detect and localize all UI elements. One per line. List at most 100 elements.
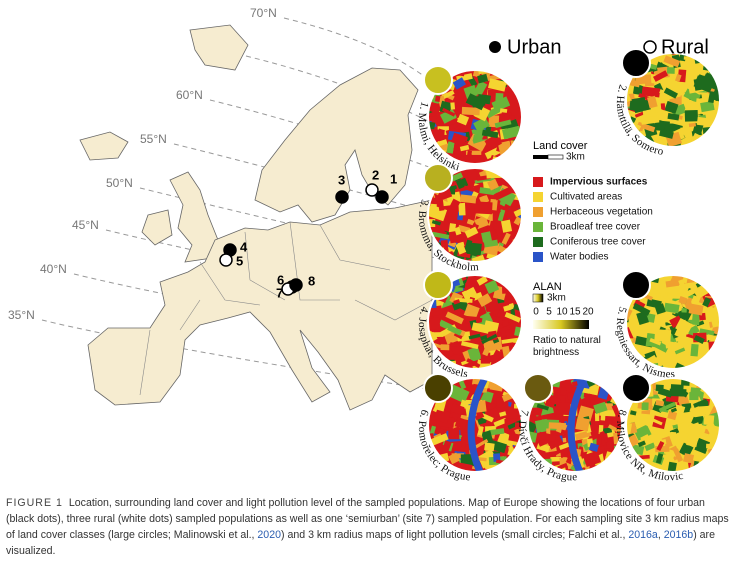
caption-text: ,	[657, 529, 664, 541]
map-patch	[588, 442, 599, 452]
map-patch	[711, 392, 720, 398]
legend-swatch	[533, 252, 543, 262]
map-patch	[447, 384, 470, 404]
legend-rural: Rural	[661, 36, 709, 58]
map-patch	[499, 108, 508, 113]
alan-colorbar	[533, 320, 589, 329]
map-patch	[665, 341, 672, 349]
alan-circle	[621, 48, 651, 78]
map-patch	[428, 115, 437, 123]
map-patch	[494, 119, 512, 129]
map-patch	[513, 275, 522, 285]
site-label: 3	[338, 172, 345, 187]
map-patch	[653, 280, 666, 291]
map-patch	[472, 70, 482, 78]
map-patch	[693, 398, 708, 408]
map-patch	[669, 95, 682, 105]
map-patch	[688, 378, 705, 379]
map-patch	[493, 186, 513, 201]
land-cover-title: Land cover	[533, 140, 588, 152]
map-patch	[480, 352, 491, 364]
citation-link[interactable]: 2020	[257, 529, 281, 541]
map-patch	[655, 399, 665, 407]
map-patch	[514, 238, 522, 251]
map-patch	[722, 440, 739, 454]
map-patch	[448, 426, 460, 440]
map-patch	[488, 428, 505, 436]
map-patch	[652, 434, 665, 441]
map-patch	[644, 324, 659, 331]
map-patch	[454, 226, 462, 236]
map-patch	[544, 448, 562, 461]
map-patch	[636, 311, 649, 326]
alan-tick-label: 0	[533, 307, 539, 318]
alan-circle	[423, 65, 453, 95]
map-patch	[707, 424, 720, 433]
map-patch	[462, 281, 475, 292]
map-patch	[702, 297, 712, 308]
map-patch	[465, 93, 487, 111]
map-patch	[514, 422, 522, 430]
scale-bar	[547, 154, 564, 160]
map-patch	[703, 378, 716, 384]
map-patch	[641, 402, 649, 411]
map-patch	[508, 115, 516, 122]
map-patch	[502, 319, 509, 327]
map-patch	[512, 389, 522, 394]
map-patch	[477, 426, 484, 436]
map-patch	[670, 431, 677, 438]
map-patch	[650, 57, 660, 66]
latitude-label: 70°N	[250, 6, 277, 20]
map-patch	[667, 410, 678, 421]
map-patch	[710, 129, 715, 136]
map-patch	[703, 462, 719, 472]
map-patch	[593, 401, 608, 414]
map-patch	[629, 410, 637, 416]
map-patch	[451, 132, 467, 147]
map-patch	[696, 116, 715, 127]
panel-border	[625, 274, 721, 370]
ireland	[141, 209, 173, 246]
citation-link[interactable]: 2016a	[628, 529, 658, 541]
alan-circle	[523, 373, 553, 403]
map-patch	[428, 400, 431, 411]
map-patch	[471, 378, 480, 386]
citation-link[interactable]: 2016b	[663, 529, 694, 541]
map-patch	[688, 422, 703, 437]
panel-border	[427, 69, 523, 165]
map-patch	[613, 432, 619, 445]
map-patch	[705, 363, 720, 369]
map-patch	[669, 315, 683, 329]
latitude-label: 55°N	[140, 132, 167, 146]
alan-circle	[423, 163, 453, 193]
site-label: 5	[236, 253, 243, 268]
map-patch	[440, 344, 450, 351]
map-patch	[693, 334, 705, 344]
map-patch	[656, 119, 667, 132]
legend-label: Water bodies	[550, 252, 609, 263]
map-patch	[558, 442, 570, 451]
map-patch	[580, 401, 599, 412]
map-patch	[546, 395, 561, 406]
site-label: 2	[372, 167, 379, 182]
map-patch	[694, 378, 708, 383]
site-label: 4	[240, 239, 248, 254]
map-patch	[508, 302, 515, 310]
map-patch	[665, 266, 679, 275]
map-patch	[491, 349, 503, 363]
map-patch	[710, 285, 717, 291]
caption-label: FIGURE 1	[6, 497, 63, 509]
map-patch	[548, 422, 567, 430]
map-patch	[693, 416, 705, 425]
map-patch	[698, 378, 707, 383]
map-patch	[448, 240, 457, 248]
map-patch	[475, 438, 489, 449]
map-patch	[637, 440, 646, 447]
map-patch	[488, 78, 507, 92]
map-patch	[466, 358, 481, 369]
map-patch	[452, 77, 467, 90]
alan-tick-label: 5	[546, 307, 552, 318]
map-patch	[611, 403, 622, 416]
site-label: 1	[390, 171, 397, 186]
map-patch	[546, 434, 564, 450]
